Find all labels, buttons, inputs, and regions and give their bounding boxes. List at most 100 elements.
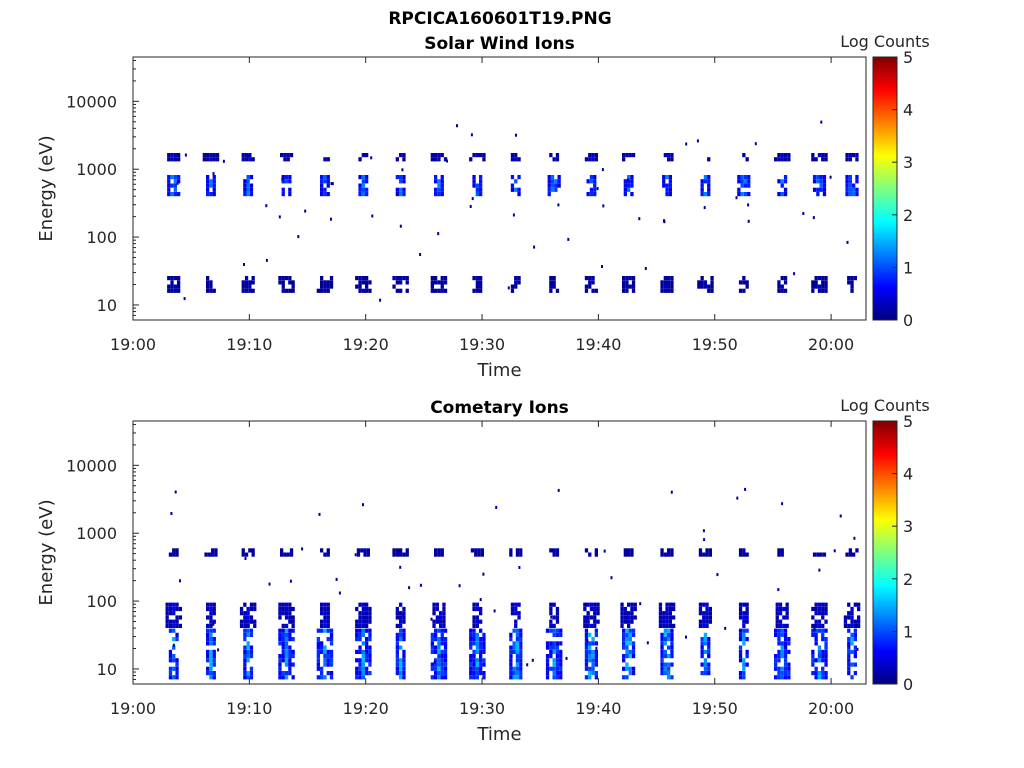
heatmap-cell	[814, 658, 818, 663]
heatmap-cell	[667, 675, 671, 680]
heatmap-cell	[509, 666, 513, 671]
heatmap-cell	[845, 157, 849, 162]
heatmap-cell	[439, 611, 443, 616]
heatmap-cell	[358, 662, 362, 667]
heatmap-cell	[316, 654, 320, 659]
heatmap-cell	[591, 641, 595, 646]
heatmap-cell	[705, 606, 709, 612]
heatmap-cell	[172, 628, 176, 633]
heatmap-cell	[402, 632, 406, 637]
axes-frame	[132, 420, 867, 685]
heatmap-cell	[517, 280, 521, 285]
heatmap-cell	[361, 175, 365, 180]
heatmap-cell	[175, 619, 179, 624]
heatmap-cell	[206, 658, 210, 663]
heatmap-cell	[281, 649, 285, 654]
heatmap-cell	[667, 157, 671, 162]
heatmap-cell	[432, 611, 436, 616]
heatmap-cell	[586, 623, 590, 628]
heatmap-cell	[361, 675, 365, 680]
heatmap-cell	[783, 157, 788, 162]
heatmap-cell	[437, 658, 441, 663]
heatmap-cell	[745, 654, 749, 659]
heatmap-cell	[395, 276, 399, 281]
heatmap-cell	[594, 548, 598, 553]
heatmap-cell	[589, 615, 594, 620]
heatmap-cell	[847, 645, 851, 650]
heatmap-cell	[326, 552, 330, 557]
heatmap-cell	[593, 179, 597, 184]
heatmap-cell	[366, 552, 370, 557]
heatmap-cell	[811, 654, 815, 659]
heatmap-cell	[514, 623, 518, 628]
heatmap-cell	[625, 288, 629, 293]
heatmap-cell	[323, 552, 327, 557]
heatmap-cell	[514, 187, 518, 192]
heatmap-cell	[591, 637, 595, 642]
heatmap-cell	[603, 549, 606, 553]
heatmap-cell	[519, 649, 523, 654]
heatmap-cell	[743, 175, 748, 180]
heatmap-cell	[850, 675, 854, 680]
heatmap-cell	[705, 552, 709, 557]
heatmap-cell	[745, 649, 749, 654]
heatmap-cell	[288, 288, 292, 293]
heatmap-cell	[584, 662, 589, 667]
heatmap-cell	[853, 654, 857, 659]
heatmap-cell	[443, 637, 448, 642]
heatmap-cell	[399, 552, 403, 557]
heatmap-cell	[177, 175, 181, 180]
heatmap-cell	[355, 284, 359, 289]
heatmap-cell	[167, 284, 171, 289]
heatmap-cell	[251, 276, 255, 281]
heatmap-cell	[782, 615, 786, 620]
heatmap-cell	[557, 183, 561, 188]
heatmap-cell	[665, 606, 669, 612]
heatmap-cell	[402, 654, 406, 659]
heatmap-cell	[555, 552, 560, 557]
heatmap-cell	[821, 623, 825, 628]
heatmap-cell	[665, 619, 669, 624]
heatmap-cell	[850, 641, 854, 646]
heatmap-cell	[284, 615, 289, 620]
heatmap-cell	[662, 183, 666, 188]
heatmap-cell	[594, 632, 598, 637]
heatmap-cell	[855, 175, 859, 180]
heatmap-cell	[432, 623, 436, 628]
heatmap-cell	[178, 623, 182, 628]
heatmap-cell	[323, 675, 327, 680]
heatmap-cell	[777, 675, 781, 680]
heatmap-cell	[552, 602, 556, 607]
heatmap-cell	[395, 654, 399, 659]
heatmap-cell	[297, 235, 300, 239]
heatmap-cell	[743, 179, 748, 184]
heatmap-cell	[175, 662, 179, 667]
heatmap-cell	[705, 615, 709, 620]
heatmap-cell	[667, 276, 671, 281]
heatmap-cell	[509, 645, 513, 650]
heatmap-cell	[738, 615, 743, 620]
heatmap-cell	[435, 606, 439, 612]
heatmap-cell	[265, 258, 268, 262]
heatmap-cell	[584, 157, 589, 162]
heatmap-cell	[512, 671, 516, 676]
heatmap-cell	[631, 288, 636, 293]
heatmap-cell	[434, 649, 438, 654]
heatmap-cell	[248, 280, 252, 285]
heatmap-cell	[472, 632, 476, 637]
heatmap-cell	[212, 183, 216, 188]
heatmap-cell	[212, 671, 216, 676]
heatmap-cell	[249, 192, 254, 197]
heatmap-cell	[775, 611, 779, 616]
heatmap-cell	[368, 658, 372, 663]
heatmap-cell	[775, 606, 779, 612]
heatmap-cell	[331, 182, 334, 186]
heatmap-cell	[555, 658, 560, 663]
heatmap-cell	[824, 645, 828, 650]
heatmap-cell	[700, 654, 704, 659]
heatmap-cell	[824, 284, 828, 289]
heatmap-cell	[174, 490, 177, 494]
heatmap-cell	[249, 628, 254, 633]
heatmap-cell	[593, 623, 597, 628]
heatmap-cell	[509, 658, 513, 663]
